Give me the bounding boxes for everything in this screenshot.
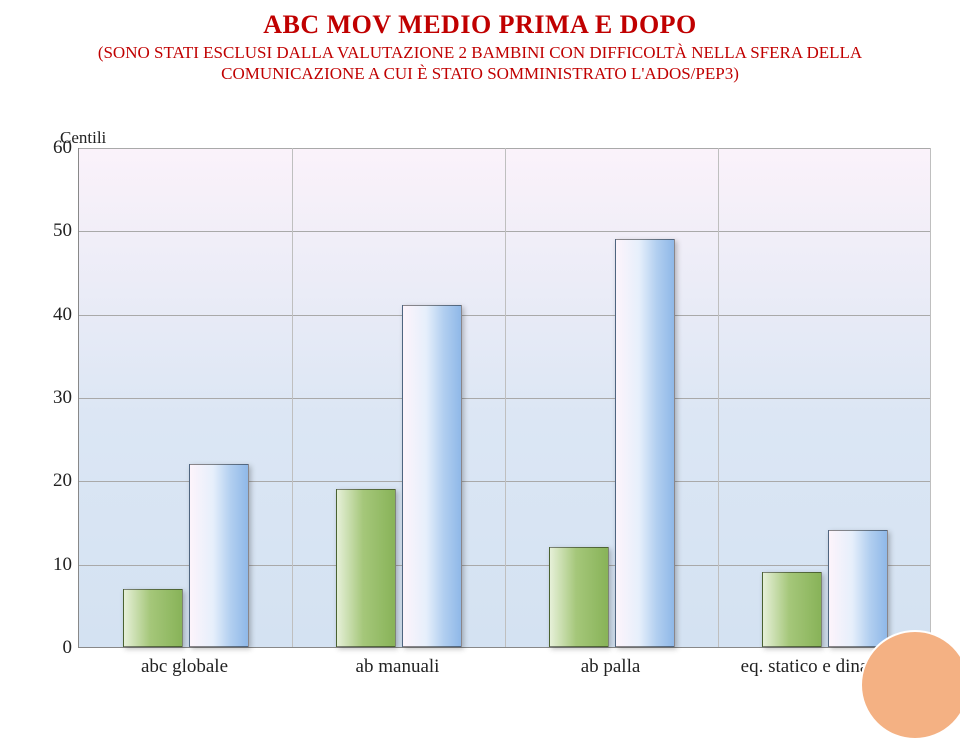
y-tick-label: 0 (63, 637, 73, 659)
bar-dopo (402, 305, 462, 647)
page: ABC MOV MEDIO PRIMA E DOPO (SONO STATI E… (0, 0, 960, 730)
vgridline (292, 148, 293, 647)
y-tick-label: 50 (53, 220, 72, 242)
decorative-circle (860, 630, 960, 740)
x-tick-label: ab manuali (291, 656, 504, 678)
chart-title: ABC MOV MEDIO PRIMA E DOPO (30, 10, 930, 40)
vgridline (718, 148, 719, 647)
plot-area (78, 148, 930, 648)
chart-area: 0102030405060 abc globaleab manualiab pa… (30, 148, 930, 648)
y-tick-label: 30 (53, 387, 72, 409)
y-axis-ticks: 0102030405060 (30, 148, 78, 648)
y-tick-label: 20 (53, 470, 72, 492)
vgridline (930, 148, 931, 647)
x-tick-label: abc globale (78, 656, 291, 678)
bar-dopo (189, 464, 249, 647)
bar-dopo (828, 530, 888, 647)
bar-prima (549, 547, 609, 647)
bar-prima (762, 572, 822, 647)
chart-subtitle: (SONO STATI ESCLUSI DALLA VALUTAZIONE 2 … (30, 42, 930, 85)
bar-prima (336, 489, 396, 647)
bar-dopo (615, 239, 675, 647)
y-tick-label: 40 (53, 304, 72, 326)
bar-prima (123, 589, 183, 647)
y-tick-label: 60 (53, 137, 72, 159)
x-axis-labels: abc globaleab manualiab pallaeq. statico… (78, 654, 930, 714)
x-tick-label: ab palla (504, 656, 717, 678)
y-tick-label: 10 (53, 554, 72, 576)
vgridline (505, 148, 506, 647)
